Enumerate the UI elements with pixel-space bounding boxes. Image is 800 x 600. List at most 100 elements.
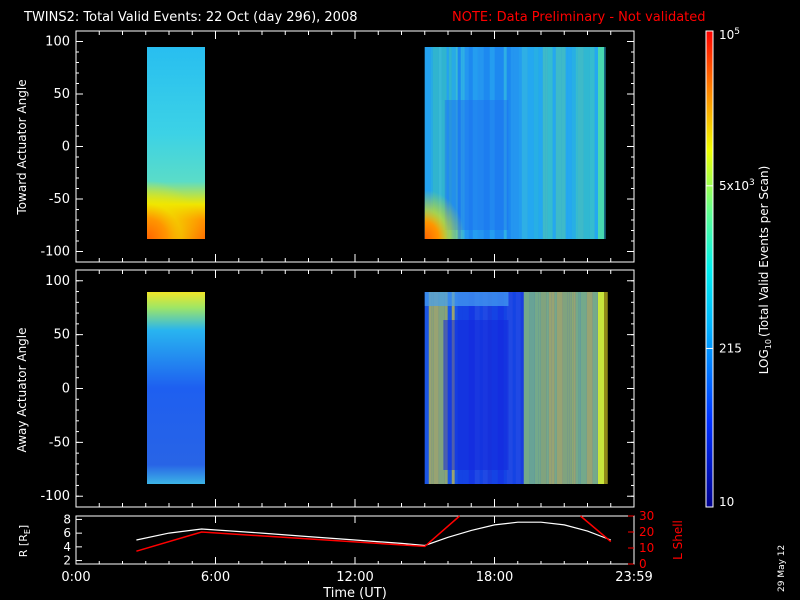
stripe bbox=[551, 292, 555, 484]
stripe bbox=[494, 47, 501, 239]
stripe bbox=[589, 47, 595, 239]
x-tick-label: 23:59 bbox=[615, 570, 652, 585]
y-tick-label: -100 bbox=[40, 245, 70, 260]
toward-block-1-hot bbox=[147, 180, 205, 239]
colorbar-tick-label: 215 bbox=[719, 341, 742, 355]
stripe bbox=[529, 292, 535, 484]
stripe bbox=[441, 47, 447, 239]
stripe bbox=[573, 292, 576, 484]
y-tick-label: 0 bbox=[62, 382, 70, 397]
stripe bbox=[594, 47, 600, 239]
stripe bbox=[448, 47, 452, 239]
x-tick-label: 12:00 bbox=[336, 570, 373, 585]
chart-title: TWINS2: Total Valid Events: 22 Oct (day … bbox=[23, 10, 358, 25]
left-tick-label: 6 bbox=[63, 526, 71, 540]
stripe bbox=[477, 47, 480, 239]
stripe bbox=[520, 292, 524, 484]
y-tick-label: 100 bbox=[45, 274, 70, 289]
toward-y-ticks: 100 50 0 -50 -100 bbox=[40, 35, 634, 260]
away-heatmap bbox=[147, 292, 608, 484]
stripe bbox=[565, 47, 568, 239]
colorbar-gradient bbox=[705, 30, 714, 508]
orbit-lines bbox=[136, 515, 612, 552]
stripe bbox=[555, 47, 562, 239]
away-panel: 100 50 0 -50 -100 Away Actuator Angle bbox=[15, 269, 635, 508]
stripe bbox=[451, 47, 456, 239]
stripe bbox=[506, 292, 513, 484]
stripe bbox=[483, 47, 490, 239]
stripe bbox=[569, 292, 572, 484]
stripe bbox=[540, 292, 547, 484]
colorbar-ticks: 105 5x103 215 10 bbox=[706, 27, 755, 509]
stripe bbox=[548, 292, 552, 484]
stripe bbox=[518, 47, 522, 239]
orbit-right-ticks: 30 20 10 0 bbox=[628, 509, 654, 571]
edge-column bbox=[598, 47, 604, 239]
stripe bbox=[552, 47, 556, 239]
away-block-1 bbox=[147, 292, 205, 484]
stripe bbox=[433, 292, 439, 484]
toward-ylabel: Toward Actuator Angle bbox=[15, 79, 29, 215]
colorbar-label: LOG10(Total Valid Events per Scan) bbox=[757, 166, 773, 375]
stripe bbox=[546, 292, 549, 484]
colorbar-tick-label: 10 bbox=[719, 495, 734, 509]
stripe bbox=[554, 292, 557, 484]
y-tick-label: 0 bbox=[62, 140, 70, 155]
stripe bbox=[428, 292, 432, 484]
stripe bbox=[538, 47, 543, 239]
stripe bbox=[438, 292, 445, 484]
orbit-x-ticks: 0:00 6:00 12:00 18:00 23:59 bbox=[61, 516, 653, 585]
stripe bbox=[510, 47, 514, 239]
stripe bbox=[533, 47, 539, 239]
stripe bbox=[446, 47, 449, 239]
toward-heatmap bbox=[147, 47, 606, 239]
stripe bbox=[571, 47, 576, 239]
stripe bbox=[472, 47, 478, 239]
right-tick-label: 10 bbox=[639, 541, 654, 555]
y-tick-label: 50 bbox=[53, 328, 70, 343]
stripe bbox=[515, 292, 521, 484]
toward-x-ticks bbox=[75, 31, 635, 262]
stripe bbox=[462, 47, 465, 239]
away-block-2 bbox=[424, 292, 608, 484]
away-top-band bbox=[424, 292, 509, 306]
left-tick-label: 4 bbox=[63, 540, 71, 554]
edge-column bbox=[598, 292, 604, 484]
right-tick-label: 30 bbox=[639, 509, 654, 523]
lshell-series-line-2 bbox=[580, 515, 612, 543]
stripe bbox=[556, 292, 563, 484]
stripe bbox=[430, 47, 433, 239]
x-axis-label: Time (UT) bbox=[322, 586, 387, 600]
stripe bbox=[438, 47, 442, 239]
lshell-series-line bbox=[136, 515, 461, 552]
y-tick-label: -50 bbox=[49, 192, 70, 207]
date-stamp: 29 May 12 bbox=[777, 545, 787, 592]
x-tick-label: 6:00 bbox=[201, 570, 230, 585]
stripe bbox=[489, 47, 495, 239]
stripe bbox=[460, 47, 463, 239]
colorbar-tick-label: 5x103 bbox=[719, 178, 755, 193]
right-tick-label: 0 bbox=[639, 557, 647, 571]
stripe bbox=[431, 292, 434, 484]
stripe bbox=[561, 47, 566, 239]
orbit-right-label: L Shell bbox=[671, 520, 685, 560]
toward-block-2-hot bbox=[424, 190, 465, 239]
y-tick-label: -100 bbox=[40, 489, 70, 504]
stripe bbox=[527, 47, 534, 239]
stripe bbox=[455, 47, 458, 239]
stripe bbox=[583, 47, 590, 239]
stripe bbox=[603, 47, 606, 239]
toward-block-2 bbox=[424, 47, 606, 239]
stripe bbox=[424, 292, 429, 484]
stripe bbox=[575, 292, 579, 484]
stripe bbox=[521, 47, 528, 239]
stripe bbox=[457, 47, 461, 239]
away-y-ticks: 100 50 0 -50 -100 bbox=[40, 274, 634, 504]
stripe bbox=[545, 47, 548, 239]
colorbar-tick-label: 105 bbox=[719, 27, 740, 42]
r-series-line bbox=[136, 521, 612, 547]
stripe bbox=[567, 47, 572, 239]
colorbar: 105 5x103 215 10 LOG10(Total Valid Events p… bbox=[705, 27, 773, 509]
